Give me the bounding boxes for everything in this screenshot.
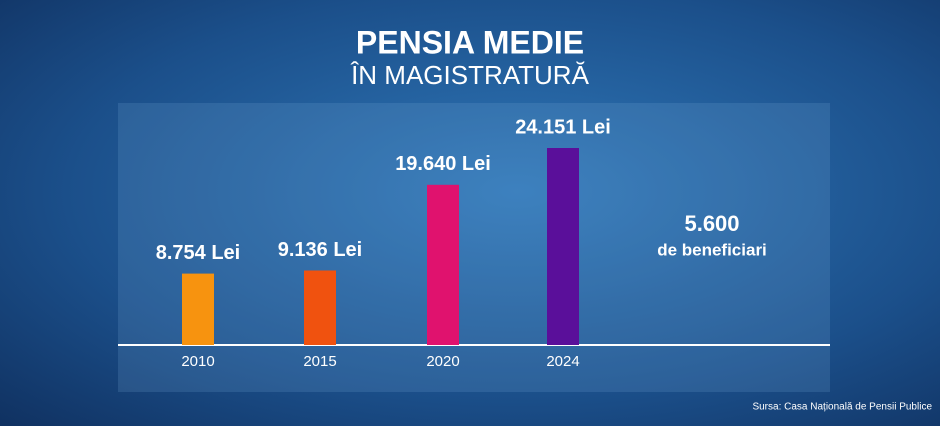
value-label: 8.754 Lei bbox=[156, 242, 241, 264]
source: Sursa: Casa Națională de Pensii Publice bbox=[752, 402, 932, 413]
annotation: 5.600 bbox=[684, 211, 739, 236]
x-tick-label: 2010 bbox=[181, 353, 214, 370]
x-tick-label: 2015 bbox=[303, 353, 336, 370]
chart-title: PENSIA MEDIE bbox=[356, 24, 584, 60]
annotation: de beneficiari bbox=[657, 240, 767, 259]
value-label: 19.640 Lei bbox=[395, 153, 491, 175]
panel bbox=[118, 103, 830, 392]
bar bbox=[547, 148, 579, 345]
value-label: 9.136 Lei bbox=[278, 239, 363, 261]
chart-subtitle: ÎN MAGISTRATURĂ bbox=[350, 60, 590, 90]
value-label: 24.151 Lei bbox=[515, 116, 611, 138]
bar bbox=[304, 270, 336, 345]
bar bbox=[182, 273, 214, 345]
x-tick-label: 2024 bbox=[546, 353, 579, 370]
x-tick-label: 2020 bbox=[426, 353, 459, 370]
bar bbox=[427, 184, 459, 345]
